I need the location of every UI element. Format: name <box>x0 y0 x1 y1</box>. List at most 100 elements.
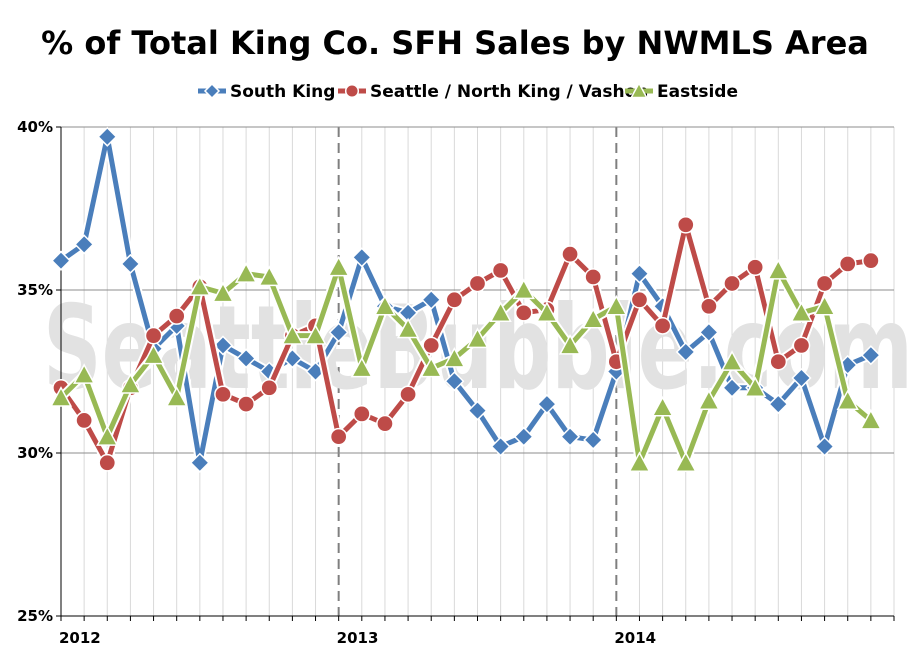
data-point-eastside <box>535 301 559 322</box>
data-point-eastside <box>350 356 373 378</box>
data-point-seattle-north-king-vashon <box>329 427 348 446</box>
data-point-eastside <box>489 301 512 322</box>
grid <box>61 126 895 616</box>
data-point-south-king <box>421 289 442 310</box>
data-point-south-king <box>768 394 789 415</box>
legend: South King Seattle / North King / Vashon E… <box>198 81 738 102</box>
data-point-eastside <box>697 389 721 411</box>
data-point-seattle-north-king-vashon <box>561 245 579 263</box>
series-lines <box>49 126 883 473</box>
data-point-seattle-north-king-vashon <box>723 274 741 293</box>
data-point-south-king <box>120 253 141 274</box>
x-tick-label: 2013 <box>337 629 379 647</box>
data-point-eastside <box>443 346 466 368</box>
data-point-eastside <box>558 333 582 355</box>
data-point-south-king <box>328 322 349 343</box>
legend-marker-circle <box>344 83 360 99</box>
series-eastside <box>49 255 883 472</box>
data-point-eastside <box>813 294 836 316</box>
data-point-eastside <box>420 356 443 378</box>
legend-marker-diamond <box>203 82 221 100</box>
data-point-south-king <box>629 263 650 284</box>
legend-item-seattle-north-king-vashon: Seattle / North King / Vashon <box>338 82 648 102</box>
data-point-eastside <box>512 278 535 300</box>
data-point-seattle-north-king-vashon <box>445 290 464 309</box>
data-point-seattle-north-king-vashon <box>98 453 117 472</box>
data-point-seattle-north-king-vashon <box>769 352 788 371</box>
data-point-seattle-north-king-vashon <box>144 326 163 345</box>
data-point-seattle-north-king-vashon <box>514 303 533 322</box>
data-point-south-king <box>50 250 72 271</box>
data-point-south-king <box>467 400 488 421</box>
axes: 25% 30% 35% 40% 2012 2013 2014 <box>17 118 895 647</box>
data-point-seattle-north-king-vashon <box>399 385 417 404</box>
data-point-seattle-north-king-vashon <box>422 336 441 355</box>
chart-title: % of Total King Co. SFH Sales by NWMLS A… <box>41 24 869 62</box>
y-tick-label: 30% <box>17 444 53 462</box>
data-point-south-king <box>97 126 118 147</box>
data-point-seattle-north-king-vashon <box>838 255 857 273</box>
data-point-south-king <box>675 341 696 363</box>
data-point-south-king <box>698 322 719 343</box>
data-point-eastside <box>605 294 628 316</box>
data-point-eastside <box>674 451 697 472</box>
data-point-seattle-north-king-vashon <box>260 378 279 397</box>
data-point-eastside <box>96 425 119 446</box>
data-point-eastside <box>396 317 420 339</box>
data-point-south-king <box>559 426 581 447</box>
legend-label: Seattle / North King / Vashon <box>370 82 648 102</box>
data-point-south-king <box>236 348 257 369</box>
data-point-south-king <box>189 452 210 473</box>
data-point-eastside <box>304 324 327 345</box>
legend-item-eastside: Eastside <box>625 81 738 102</box>
data-point-seattle-north-king-vashon <box>653 317 672 335</box>
data-point-south-king <box>536 394 557 415</box>
data-point-seattle-north-king-vashon <box>352 405 371 423</box>
data-point-south-king <box>721 377 743 398</box>
data-point-seattle-north-king-vashon <box>792 336 811 355</box>
data-point-south-king <box>74 234 95 255</box>
data-point-eastside <box>72 363 96 384</box>
data-point-eastside <box>720 350 744 371</box>
data-point-south-king <box>814 436 835 457</box>
data-point-south-king <box>860 345 881 366</box>
data-point-eastside <box>767 258 790 280</box>
data-point-seattle-north-king-vashon <box>376 414 394 433</box>
data-point-seattle-north-king-vashon <box>584 268 603 286</box>
data-point-seattle-north-king-vashon <box>815 274 834 293</box>
data-point-eastside <box>188 275 211 296</box>
data-point-seattle-north-king-vashon <box>75 411 93 430</box>
legend-label: South King <box>230 82 335 102</box>
data-point-south-king <box>212 335 234 356</box>
y-tick-label: 35% <box>17 281 53 299</box>
data-point-eastside <box>466 327 489 349</box>
data-point-eastside <box>281 324 304 345</box>
data-point-seattle-north-king-vashon <box>862 251 880 270</box>
data-point-eastside <box>327 255 350 277</box>
data-point-seattle-north-king-vashon <box>491 261 510 280</box>
data-point-seattle-north-king-vashon <box>746 258 765 277</box>
data-point-seattle-north-king-vashon <box>700 297 718 316</box>
legend-marker-triangle <box>630 81 648 99</box>
data-point-seattle-north-king-vashon <box>214 385 232 404</box>
data-point-south-king <box>513 426 534 447</box>
data-point-south-king <box>351 247 372 268</box>
data-point-seattle-north-king-vashon <box>468 274 487 293</box>
data-point-eastside <box>49 386 73 407</box>
data-point-south-king <box>490 436 511 457</box>
data-point-south-king <box>444 371 465 392</box>
data-point-eastside <box>744 376 767 397</box>
x-tick-label: 2014 <box>614 629 656 647</box>
y-tick-label: 40% <box>17 118 53 136</box>
data-point-eastside <box>165 386 188 407</box>
data-point-seattle-north-king-vashon <box>676 215 695 234</box>
data-point-eastside <box>790 301 813 322</box>
data-point-eastside <box>651 395 674 417</box>
data-point-eastside <box>628 451 651 472</box>
data-point-eastside <box>211 281 235 303</box>
data-point-eastside <box>119 373 142 394</box>
legend-item-south-king: South King <box>198 82 335 102</box>
data-point-eastside <box>258 265 281 287</box>
y-tick-label: 25% <box>17 607 53 625</box>
